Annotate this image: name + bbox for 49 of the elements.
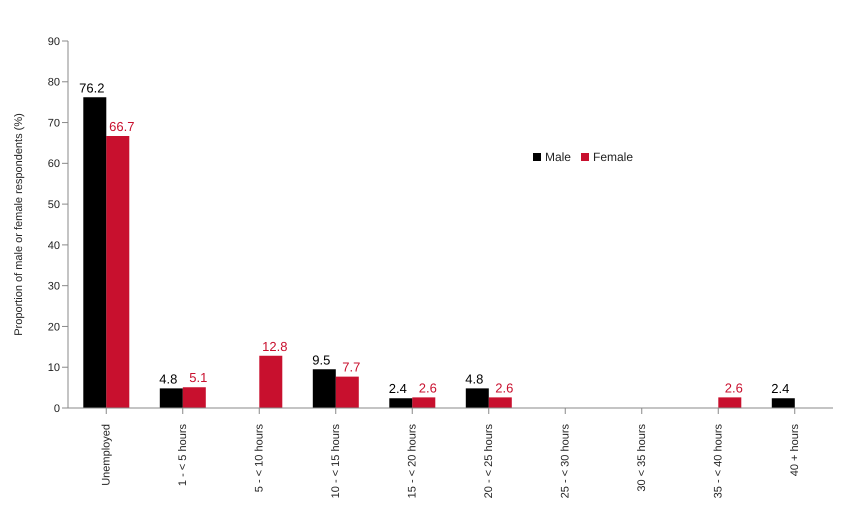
x-tick-label: 20 - < 25 hours (482, 424, 495, 498)
data-label: 2.4 (388, 381, 407, 396)
bar (259, 356, 282, 408)
y-tick-label: 90 (48, 36, 60, 48)
bar (160, 388, 183, 408)
bar (389, 398, 412, 408)
data-label: 4.8 (159, 371, 178, 386)
bar (412, 397, 436, 408)
bar (83, 97, 106, 408)
data-label: 76.2 (79, 80, 104, 96)
y-tick-label: 40 (48, 240, 60, 252)
x-tick-label: 35 - < 40 hours (712, 424, 724, 498)
y-tick-label: 10 (48, 362, 60, 374)
y-tick-label: 60 (48, 158, 60, 170)
data-label: 2.6 (418, 380, 437, 396)
bar (336, 376, 359, 408)
x-tick-label: 15 - < 20 hours (406, 424, 418, 498)
bar (182, 387, 206, 408)
data-label: 5.1 (189, 370, 208, 386)
bar (718, 397, 742, 408)
bar (106, 136, 130, 408)
x-tick-label: 30 < 35 hours (636, 424, 648, 492)
bar (488, 397, 512, 408)
data-label: 2.4 (771, 381, 790, 396)
bar (312, 369, 336, 408)
data-label: 2.6 (495, 380, 514, 396)
x-tick-label: 1 - < 5 hours (176, 424, 189, 486)
bar (772, 398, 795, 408)
y-tick-label: 20 (48, 321, 60, 334)
x-tick-label: 40 + hours (788, 424, 801, 476)
y-tick-label: 50 (48, 199, 60, 212)
x-tick-label: 5 - < 10 hours (253, 424, 266, 492)
data-label: 2.6 (724, 380, 743, 396)
data-label: 7.7 (342, 360, 360, 375)
y-tick-label: 0 (54, 402, 60, 415)
data-label: 4.8 (465, 371, 484, 386)
data-label: 66.7 (109, 119, 134, 134)
y-tick-label: 80 (48, 76, 60, 89)
legend-label: Female (592, 150, 633, 164)
bar (466, 388, 489, 408)
y-tick-label: 70 (48, 117, 60, 130)
y-axis-title: Proportion of male or female respondents (%) (12, 113, 25, 336)
x-tick-label: 25 - < 30 hours (559, 424, 572, 498)
y-tick-label: 30 (48, 280, 60, 293)
x-tick-label: Unemployed (100, 424, 112, 486)
data-label: 9.5 (312, 352, 330, 368)
data-label: 12.8 (262, 338, 288, 354)
x-tick-label: 10 - < 15 hours (330, 424, 342, 498)
legend-label: Male (544, 150, 571, 164)
